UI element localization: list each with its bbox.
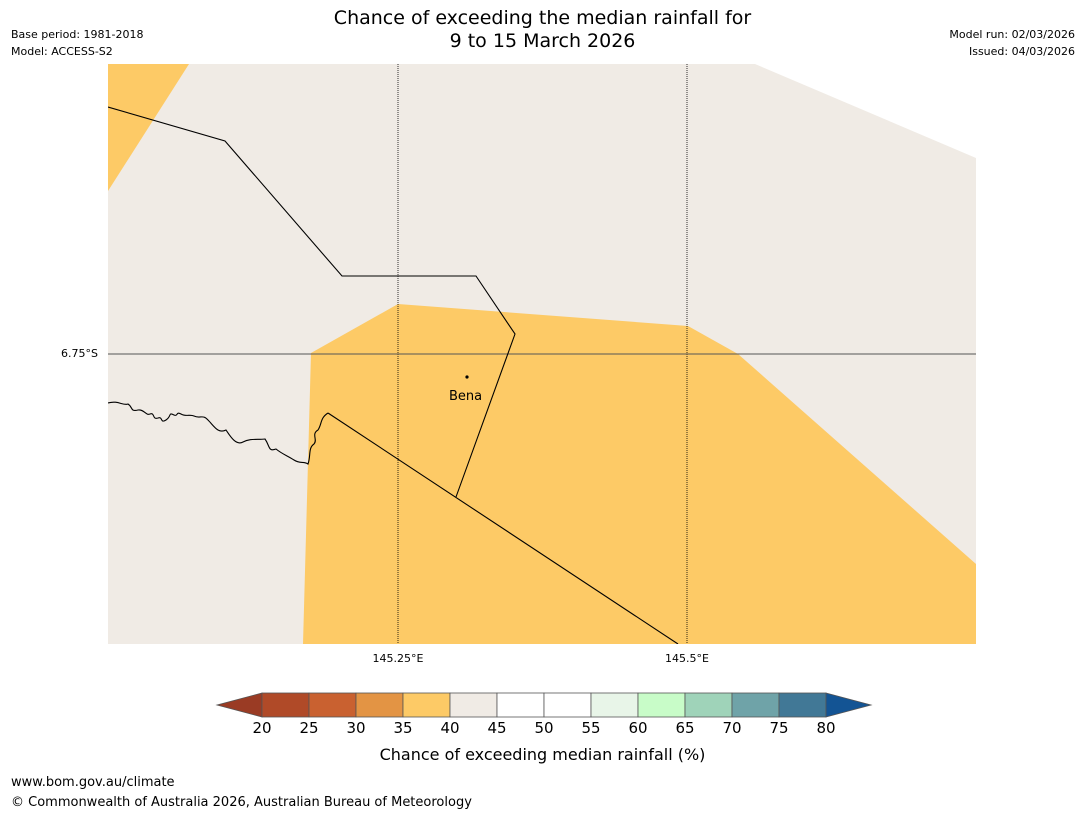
colorbar-segment-70-75	[731, 692, 780, 718]
category-35-40-region-nw	[108, 64, 189, 191]
colorbar-tick-70: 70	[722, 719, 742, 737]
coastline-river	[108, 401, 329, 465]
colorbar-segment-30-35	[355, 692, 404, 718]
colorbar-segment-45-50	[496, 692, 545, 718]
colorbar-label: Chance of exceeding median rainfall (%)	[379, 745, 706, 764]
place-marker-bena	[465, 375, 469, 379]
colorbar-tick-20: 20	[252, 719, 272, 737]
colorbar-tick-80: 80	[816, 719, 836, 737]
title-line-2: 9 to 15 March 2026	[449, 30, 636, 52]
colorbar-tick-30: 30	[346, 719, 366, 737]
colorbar-segment-20-25	[261, 692, 310, 718]
footer-copyright: © Commonwealth of Australia 2026, Austra…	[11, 795, 472, 810]
longitude-label-2: 145.5°E	[665, 652, 709, 665]
colorbar-segment-50-55	[543, 692, 592, 718]
colorbar-tick-25: 25	[299, 719, 319, 737]
category-35-40-region-central	[303, 304, 976, 644]
white-map-corner	[755, 64, 976, 158]
colorbar-segment-75-80	[778, 692, 827, 718]
colorbar-segment-35-40	[402, 692, 451, 718]
province-boundary-south	[327, 412, 679, 644]
colorbar-tick-65: 65	[675, 719, 695, 737]
place-label-bena: Bena	[449, 389, 482, 404]
chart-title: Chance of exceeding the median rainfall …	[0, 7, 1085, 53]
footer-url: www.bom.gov.au/climate	[11, 775, 175, 790]
colorbar-segment-40-45	[449, 692, 498, 718]
model-run: Model run: 02/03/2026	[949, 28, 1075, 41]
colorbar-segment-25-30	[308, 692, 357, 718]
colorbar-arrow-low	[215, 692, 263, 718]
colorbar-arrow-high	[825, 692, 873, 718]
colorbar-tick-40: 40	[440, 719, 460, 737]
latitude-label: 6.75°S	[61, 347, 98, 360]
colorbar-segment-55-60	[590, 692, 639, 718]
colorbar-segment-60-65	[637, 692, 686, 718]
colorbar-tick-35: 35	[393, 719, 413, 737]
meta-left: Base period: 1981-2018 Model: ACCESS-S2	[11, 26, 143, 60]
longitude-label-1: 145.25°E	[372, 652, 424, 665]
colorbar	[215, 692, 873, 718]
colorbar-segment-65-70	[684, 692, 733, 718]
base-period: Base period: 1981-2018	[11, 28, 144, 41]
map-area: Bena	[108, 64, 976, 644]
meta-right: Model run: 02/03/2026 Issued: 04/03/2026	[949, 26, 1075, 60]
province-boundary-north	[108, 106, 516, 498]
colorbar-tick-60: 60	[628, 719, 648, 737]
colorbar-tick-75: 75	[769, 719, 789, 737]
colorbar-tick-50: 50	[534, 719, 554, 737]
title-line-1: Chance of exceeding the median rainfall …	[333, 7, 752, 29]
issued-date: Issued: 04/03/2026	[968, 45, 1075, 58]
colorbar-tick-55: 55	[581, 719, 601, 737]
colorbar-tick-45: 45	[487, 719, 507, 737]
model-name: Model: ACCESS-S2	[11, 45, 113, 58]
